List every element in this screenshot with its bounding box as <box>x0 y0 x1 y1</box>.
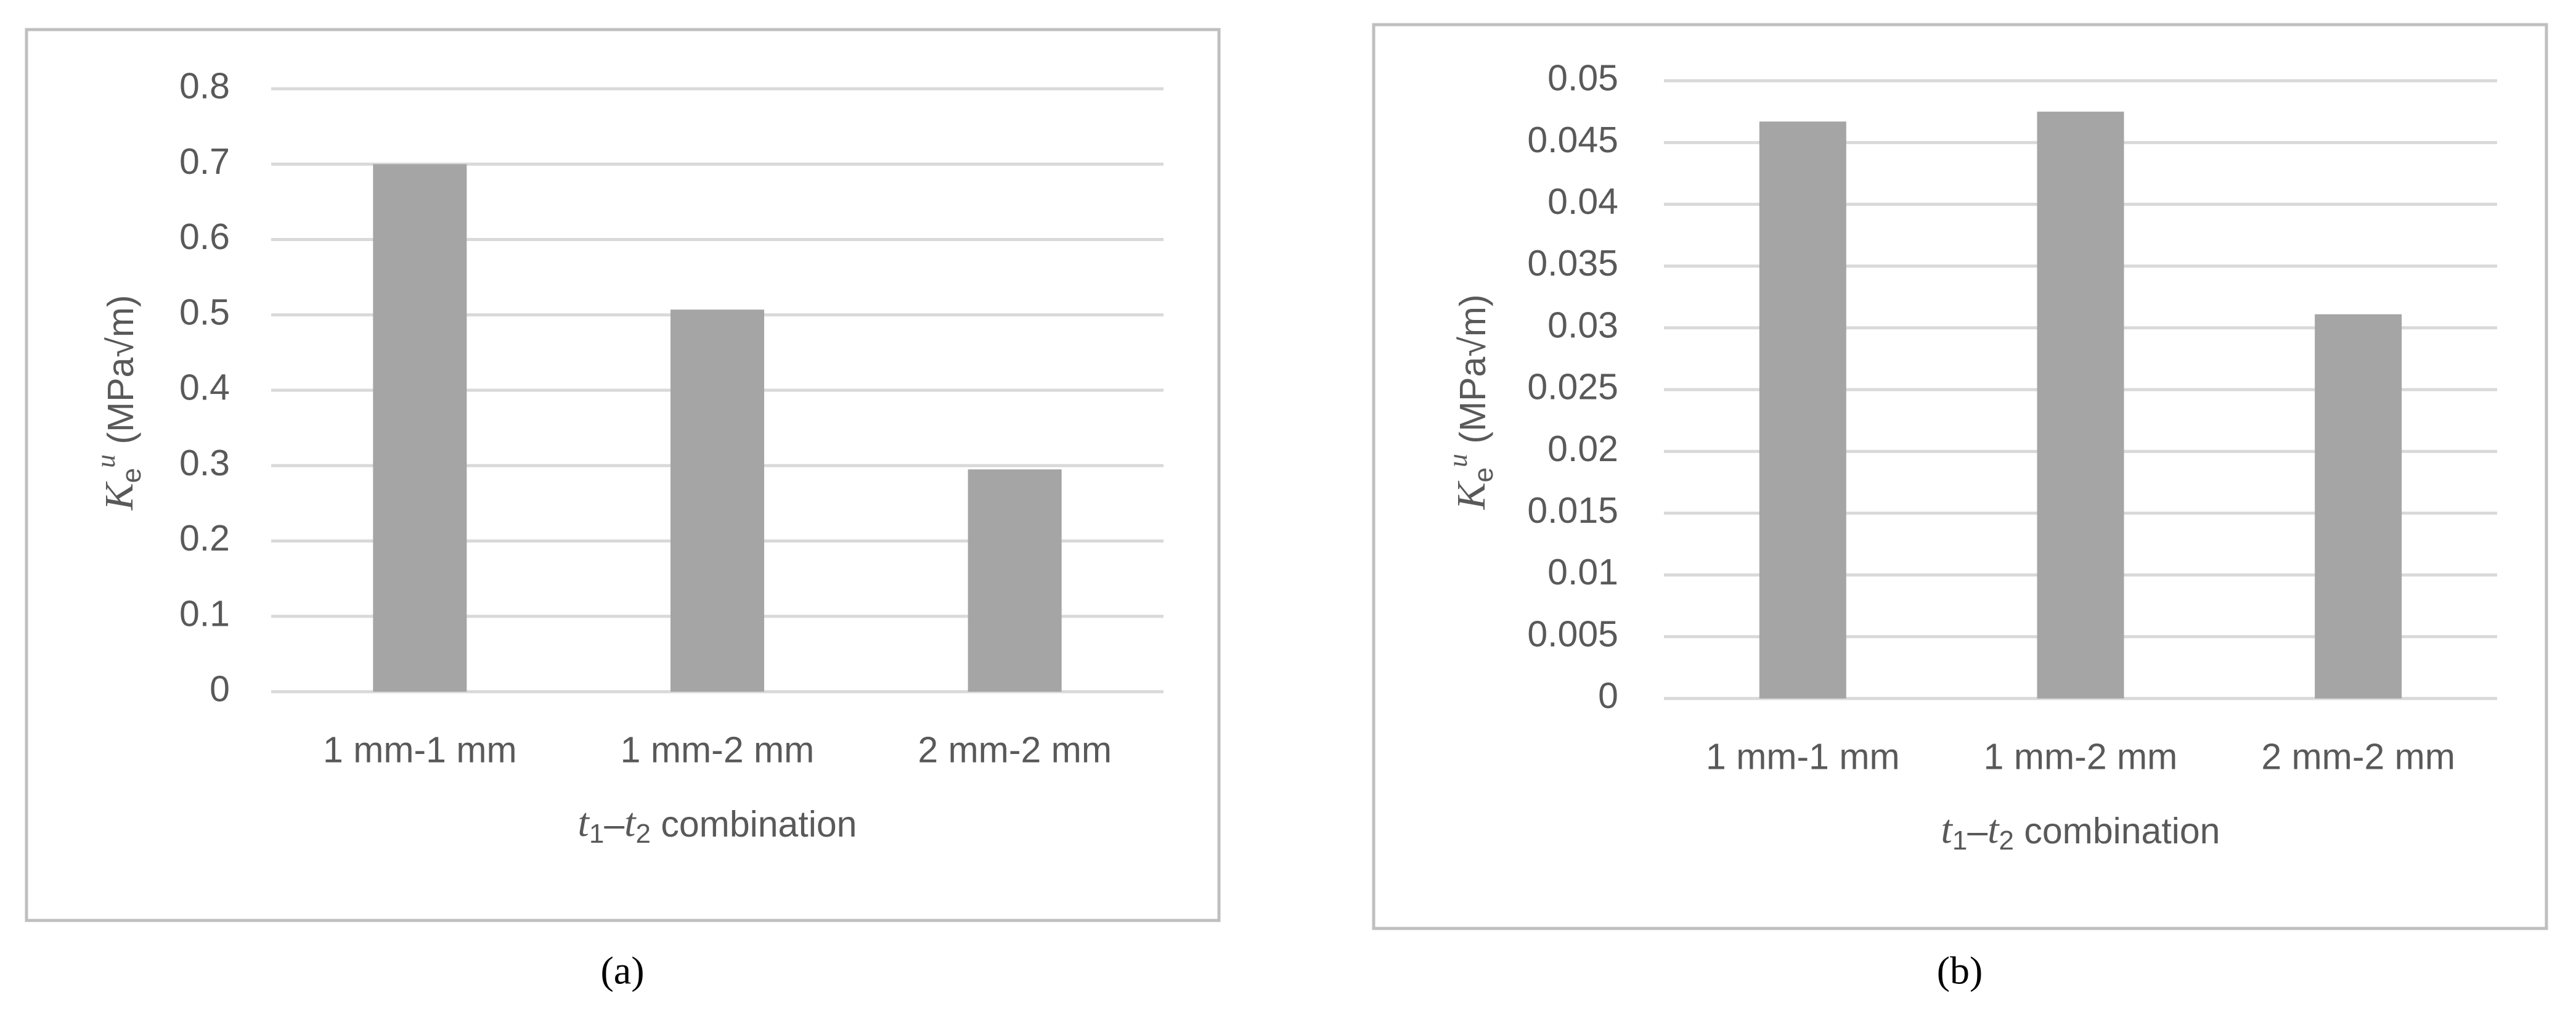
symbol: t <box>1987 807 2000 852</box>
dash: – <box>604 804 624 845</box>
subscript: e <box>1469 467 1499 482</box>
y-axis-title: Keu (MPa√m) <box>1443 294 1499 510</box>
y-tick-label: 0.04 <box>1547 181 1618 222</box>
bar <box>968 469 1062 692</box>
subscript: e <box>116 468 147 483</box>
x-tick-label: 1 mm-2 mm <box>1984 737 2178 777</box>
y-tick-label: 0.3 <box>179 443 230 483</box>
subscript: 2 <box>1999 825 2013 856</box>
panel-border <box>1372 23 2548 930</box>
bar <box>670 309 764 692</box>
y-tick-label: 0.5 <box>179 292 230 332</box>
y-tick-label: 0.005 <box>1527 613 1618 654</box>
y-tick-label: 0.045 <box>1527 120 1618 160</box>
rest: combination <box>2014 811 2220 851</box>
caption: (a) <box>600 949 644 993</box>
unit: (MPa√m) <box>100 295 141 454</box>
x-axis-title: t1–t2 combination <box>1941 807 2220 855</box>
x-tick-label: 2 mm-2 mm <box>918 730 1112 771</box>
y-tick-label: 0.025 <box>1527 367 1618 408</box>
y-tick-label: 0.1 <box>179 593 230 634</box>
x-tick-label: 1 mm-1 mm <box>323 730 517 771</box>
subscript: 1 <box>1952 825 1967 856</box>
y-tick-label: 0.03 <box>1547 305 1618 345</box>
x-tick-label: 2 mm-2 mm <box>2261 737 2455 777</box>
bar <box>2037 112 2124 699</box>
bar <box>2315 314 2402 699</box>
unit: (MPa√m) <box>1453 294 1493 454</box>
y-tick-label: 0.8 <box>179 66 230 107</box>
x-axis-title: t1–t2 combination <box>577 800 857 848</box>
symbol: t <box>1941 807 1953 852</box>
y-axis-title: Keu (MPa√m) <box>91 295 147 510</box>
y-tick-label: 0.015 <box>1527 490 1618 531</box>
panel: 0 0.005 0.01 0.015 0.02 0.025 0.03 0.035 0.04 0.0… <box>1372 23 2548 993</box>
symbol: t <box>624 800 637 845</box>
bar <box>1759 121 1846 698</box>
y-tick-label: 0.02 <box>1547 428 1618 469</box>
x-tick-label: 1 mm-2 mm <box>621 730 815 771</box>
dash: – <box>1967 811 1987 851</box>
y-tick-label: 0.7 <box>179 141 230 182</box>
y-tick-label: 0.05 <box>1547 58 1618 99</box>
panel-border <box>25 28 1221 922</box>
subscript: 2 <box>635 819 650 849</box>
symbol: K <box>97 481 142 511</box>
y-tick-label: 0 <box>1598 676 1618 716</box>
subscript: 1 <box>589 819 604 849</box>
bar <box>373 164 467 692</box>
symbol: K <box>1449 481 1494 510</box>
symbol: t <box>577 800 590 845</box>
y-tick-label: 0.2 <box>179 518 230 559</box>
rest: combination <box>651 804 857 845</box>
y-tick-label: 0.4 <box>179 367 230 408</box>
y-tick-label: 0.035 <box>1527 243 1618 284</box>
y-tick-label: 0 <box>210 669 230 710</box>
y-tick-label: 0.6 <box>179 216 230 257</box>
superscript: u <box>1443 454 1473 467</box>
y-tick-label: 0.01 <box>1547 552 1618 592</box>
caption: (b) <box>1937 949 1983 993</box>
superscript: u <box>91 454 121 468</box>
x-tick-label: 1 mm-1 mm <box>1706 737 1900 777</box>
